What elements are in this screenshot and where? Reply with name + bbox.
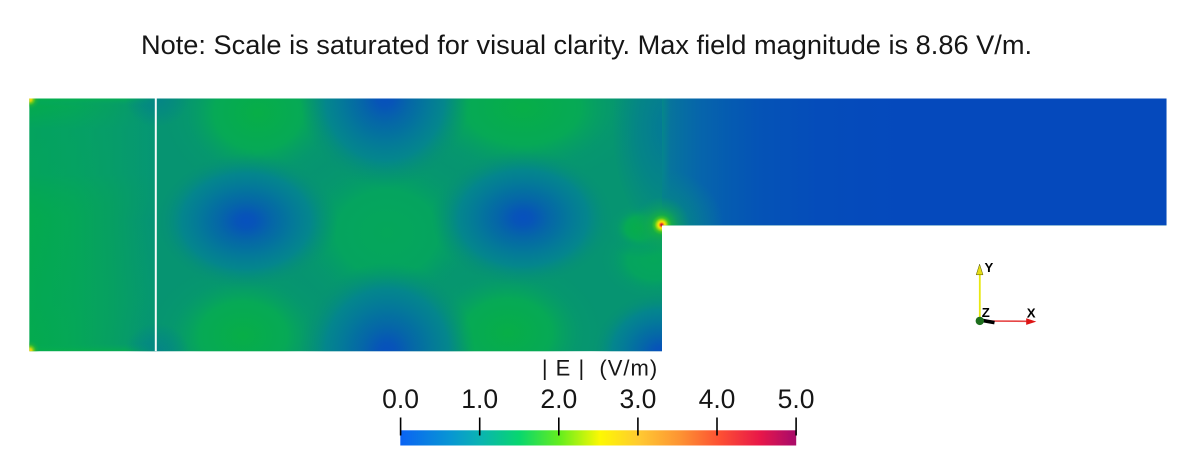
svg-text:5.0: 5.0 [778, 384, 815, 414]
svg-text:2.0: 2.0 [540, 384, 577, 414]
svg-text:3.0: 3.0 [619, 384, 656, 414]
svg-text:Z: Z [982, 305, 990, 320]
svg-text:Y: Y [985, 260, 994, 275]
svg-text:X: X [1027, 306, 1036, 321]
svg-text:1.0: 1.0 [461, 384, 498, 414]
svg-text:4.0: 4.0 [699, 384, 736, 414]
svg-text:0.0: 0.0 [382, 384, 419, 414]
svg-text:| E | (V/m): | E | (V/m) [542, 356, 658, 381]
